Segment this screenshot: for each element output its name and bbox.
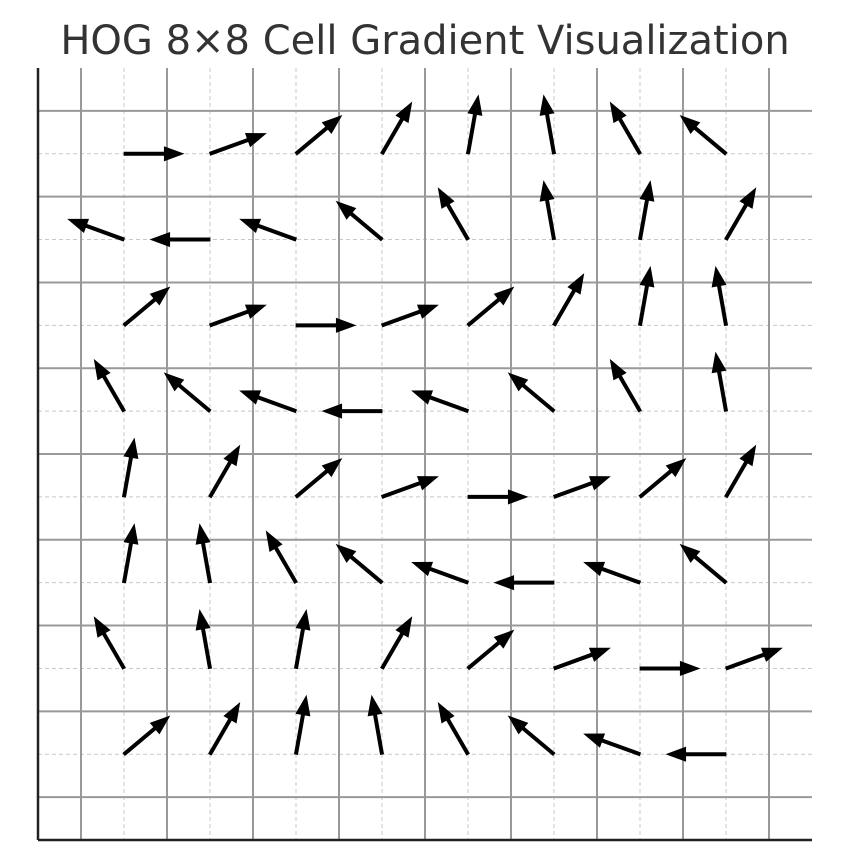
gradient-arrow-r5-c8 <box>724 444 757 499</box>
gradient-arrow-r1-c4 <box>380 101 413 156</box>
gradient-arrow-r2-c7 <box>637 180 655 241</box>
gradient-arrow-r4-c8 <box>711 351 729 412</box>
gradient-arrow-r2-c5 <box>437 187 470 241</box>
gradient-arrow-r8-c7 <box>583 733 642 757</box>
gradient-arrow-r5-c3 <box>294 458 343 499</box>
gradient-arrow-r1-c8 <box>679 114 728 156</box>
gradient-arrow-r6-c3 <box>265 530 298 585</box>
gradient-arrow-r8-c2 <box>208 701 241 756</box>
gradient-arrow-r2-c3 <box>239 218 298 242</box>
gradient-arrow-r7-c1 <box>93 616 126 670</box>
gradient-arrow-r4-c7 <box>609 358 642 413</box>
gradient-arrow-r5-c1 <box>121 437 139 498</box>
gradient-arrow-r1-c3 <box>294 114 343 156</box>
gradient-arrow-r7-c5 <box>466 629 515 671</box>
gradient-arrow-r8-c3 <box>293 694 311 755</box>
gradient-arrow-r2-c1 <box>67 218 126 242</box>
gradient-arrow-r3-c2 <box>208 304 267 328</box>
gradient-arrow-r1-c1 <box>123 146 185 162</box>
gradient-arrow-r8-c8 <box>665 746 727 762</box>
gradient-arrow-r3-c5 <box>466 286 515 328</box>
chart-title: HOG 8×8 Cell Gradient Visualization <box>60 18 789 64</box>
gradient-arrow-r5-c4 <box>380 476 439 499</box>
gradient-arrow-r3-c8 <box>711 265 729 327</box>
gradient-arrow-r5-c7 <box>638 458 687 499</box>
gradient-arrow-r6-c1 <box>121 523 139 584</box>
gradient-arrow-r2-c6 <box>539 180 557 241</box>
gradient-arrow-r4-c1 <box>93 358 126 413</box>
gradient-arrow-r7-c3 <box>293 609 311 670</box>
gradient-arrow-r4-c6 <box>507 372 556 413</box>
gradient-arrow-r4-c2 <box>163 372 212 413</box>
gradient-arrow-r2-c2 <box>149 231 211 248</box>
gradient-arrow-r7-c4 <box>380 616 413 670</box>
major-grid <box>38 68 812 840</box>
gradient-arrow-r2-c4 <box>335 200 384 242</box>
gradient-arrow-r7-c8 <box>724 647 783 671</box>
gradient-arrow-r3-c7 <box>637 265 655 327</box>
gradient-arrows <box>67 94 783 762</box>
gradient-arrow-r1-c7 <box>609 101 642 156</box>
gradient-arrow-r3-c4 <box>380 304 439 328</box>
gradient-arrow-r2-c8 <box>724 187 757 241</box>
gradient-arrow-r4-c3 <box>239 390 298 414</box>
gradient-arrow-r5-c5 <box>467 489 529 505</box>
gradient-arrow-r3-c3 <box>295 317 357 333</box>
gradient-arrow-r7-c7 <box>639 660 701 677</box>
gradient-arrow-r4-c5 <box>411 390 470 414</box>
gradient-arrow-r6-c2 <box>195 523 213 584</box>
gradient-arrow-r1-c2 <box>208 133 267 156</box>
gradient-arrow-r8-c5 <box>437 701 470 756</box>
gradient-arrow-r3-c1 <box>122 286 171 328</box>
gradient-arrow-r8-c4 <box>367 694 385 755</box>
gradient-arrow-r1-c6 <box>539 94 557 155</box>
gradient-arrow-r3-c6 <box>552 273 585 327</box>
gradient-arrow-r5-c2 <box>208 444 241 499</box>
gradient-arrow-r5-c6 <box>552 476 611 499</box>
gradient-arrow-r8-c6 <box>507 715 556 757</box>
gradient-arrow-r7-c6 <box>552 647 611 671</box>
gradient-arrow-r6-c5 <box>411 561 470 585</box>
gradient-arrow-r6-c4 <box>335 543 384 585</box>
gradient-arrow-r6-c6 <box>493 575 555 591</box>
gradient-arrow-r1-c5 <box>465 94 483 155</box>
gradient-arrow-r8-c1 <box>122 715 171 757</box>
gradient-arrow-r4-c4 <box>321 403 383 419</box>
gradient-arrow-r6-c7 <box>583 561 642 585</box>
gradient-arrow-r7-c2 <box>195 609 213 670</box>
gradient-arrow-r6-c8 <box>679 543 728 585</box>
axes <box>36 68 812 842</box>
